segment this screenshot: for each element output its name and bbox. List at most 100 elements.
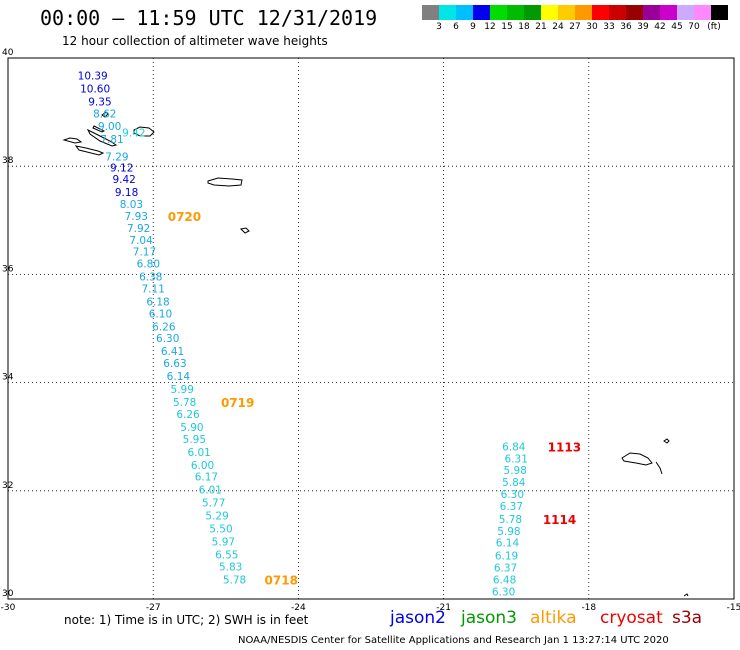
lat-tick-label: 32 [2,481,13,491]
legend-tick-label: 6 [453,22,459,32]
wave-height-value: 6.19 [495,551,518,563]
color-legend [422,5,728,20]
island-outline [683,593,689,597]
wave-height-labels: 10.3910.609.359.428.629.007.817.299.129.… [78,70,528,598]
map-grid [7,57,735,600]
legend-tick-label: 39 [637,22,649,32]
wave-height-value: 6.30 [492,586,515,598]
map-axis-labels: -30 -27 -24 -21 -18 -15 40 38 36 34 32 30 [1,48,740,613]
lat-tick-label: 40 [2,48,14,58]
island-outline [74,145,105,156]
island-outline [663,438,670,444]
legend-tick-label: 18 [518,22,530,32]
legend-swatch [473,5,490,20]
wave-height-value: 9.42 [112,174,135,186]
legend-tick-label: 30 [586,22,598,32]
legend-tick-label: 12 [484,22,496,32]
legend-tick-label: 27 [569,22,581,32]
lon-tick-label: -30 [1,603,16,613]
legend-swatch [711,5,728,20]
legend-tick-label: 42 [654,22,666,32]
legend-unit: (ft) [707,22,721,32]
wave-height-value: 5.29 [205,511,228,523]
legend-swatch [660,5,677,20]
legend-swatch [626,5,643,20]
legend-tick-label: 21 [535,22,547,32]
legend-swatch [439,5,456,20]
wave-height-value: 6.00 [191,460,214,472]
wave-height-value: 7.81 [100,134,123,146]
wave-height-value: 8.03 [120,199,143,211]
island-outline [207,177,243,187]
wave-height-value: 7.92 [127,223,150,235]
legend-swatch [422,5,439,20]
island-outline [133,126,155,137]
pass-time-label: 0718 [265,574,298,588]
island-outline [621,452,653,466]
wave-height-value: 8.62 [93,109,116,121]
legend-tick-label: 36 [620,22,632,32]
wave-height-value: 7.17 [133,247,156,259]
wave-height-value: 5.77 [202,498,225,510]
legend-tick-label: 3 [436,22,442,32]
legend-swatch [643,5,660,20]
wave-height-value: 5.78 [499,514,522,526]
legend-swatch [575,5,592,20]
wave-height-value: 5.99 [171,384,194,396]
wave-height-value: 5.98 [504,465,527,477]
wave-height-value: 7.04 [129,235,153,247]
wave-height-value: 5.83 [219,562,242,574]
lon-tick-label: -27 [146,603,161,613]
pass-time-label: 1113 [548,440,581,454]
satellite-label-s3a: s3a [672,608,703,628]
wave-height-value: 5.84 [502,477,526,489]
wave-height-value: 5.97 [212,537,235,549]
satellite-label-cryosat: cryosat [600,608,663,628]
pass-time-label: 0720 [168,210,201,224]
legend-swatch [507,5,524,20]
wave-height-value: 10.39 [78,70,108,82]
wave-height-value: 6.14 [496,538,520,550]
legend-tick-label: 45 [671,22,683,32]
wave-height-value: 6.37 [494,563,517,575]
wave-height-value: 6.55 [215,550,238,562]
legend-swatch [558,5,575,20]
legend-swatch [609,5,626,20]
lat-tick-label: 34 [2,373,14,383]
wave-height-value: 6.80 [137,259,160,271]
wave-height-value: 9.35 [88,96,111,108]
lon-tick-label: -15 [727,603,740,613]
wave-height-value: 6.31 [505,453,528,465]
wave-height-value: 5.78 [223,575,246,587]
island-outline [655,461,663,475]
wave-height-value: 6.01 [199,485,222,497]
legend-swatch [677,5,694,20]
lat-tick-label: 36 [2,264,14,274]
wave-height-value: 7.11 [142,283,165,295]
lat-tick-label: 30 [2,589,14,599]
wave-height-value: 6.14 [167,371,191,383]
wave-height-value: 9.18 [115,187,138,199]
wave-height-value: 6.01 [187,447,210,459]
wave-height-value: 6.30 [156,333,179,345]
wave-height-value: 9.00 [98,121,121,133]
wave-height-value: 6.18 [146,296,169,308]
wave-height-value: 6.38 [139,272,162,284]
wave-height-value: 10.60 [80,83,110,95]
wave-height-value: 9.42 [122,128,145,140]
legend-tick-label: 9 [470,22,476,32]
island-outlines [62,111,689,597]
island-outline [239,227,250,234]
wave-height-value: 5.50 [209,524,232,536]
satellite-label-jason3: jason3 [461,608,517,628]
wave-height-value: 6.10 [149,308,172,320]
wave-height-value: 6.41 [161,346,184,358]
pass-time-label: 0719 [221,396,254,410]
wave-height-value: 7.93 [125,211,148,223]
legend-tick-label: 33 [603,22,615,32]
wave-height-value: 6.26 [152,321,176,333]
pass-time-labels: 0720 0719 0718 1113 1114 [168,210,581,588]
satellite-label-jason2: jason2 [390,608,446,628]
wave-height-value: 5.95 [183,434,206,446]
